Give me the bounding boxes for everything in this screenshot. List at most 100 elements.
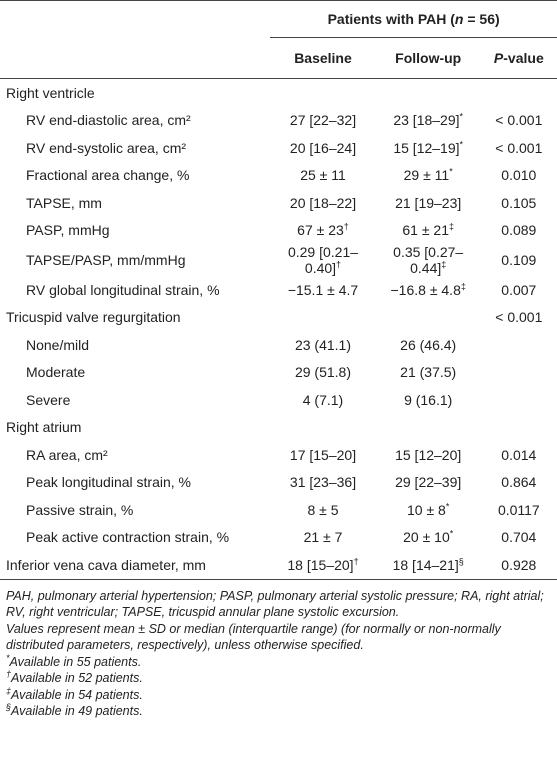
value-text: 61 ± 21 xyxy=(402,222,449,239)
value-cell: 23 (41.1) xyxy=(270,331,375,359)
value-text: 20 ± 10 xyxy=(403,529,450,546)
section-label: Right atrium xyxy=(6,419,82,436)
value-cell: 18 [15–20]† xyxy=(270,551,376,580)
p-value-cell: 0.864 xyxy=(481,469,557,497)
p-value: < 0.001 xyxy=(495,139,543,156)
value-cell: −15.1 ± 4.7 xyxy=(270,276,375,304)
value-cell: 15 [12–19]* xyxy=(376,134,481,162)
value-text: −15.1 ± 4.7 xyxy=(287,281,359,298)
value-cell: 20 ± 10* xyxy=(376,524,481,552)
p-value: 0.089 xyxy=(501,222,537,239)
p-value-cell: 0.928 xyxy=(480,551,557,580)
column-header: P-value xyxy=(480,37,557,79)
p-value: 0.007 xyxy=(501,281,537,298)
blank-cell xyxy=(0,1,270,38)
table-row: Fractional area change, % 25 ± 11 29 ± 11*… xyxy=(0,162,557,190)
footnote: §Available in 49 patients. xyxy=(6,701,553,720)
value-text: 15 [12–19] xyxy=(393,139,460,156)
footnote-mark: * xyxy=(449,528,454,539)
value-cell: 29 [22–39] xyxy=(376,469,481,497)
footnote-mark: § xyxy=(6,701,12,712)
footnote-mark: * xyxy=(449,166,453,177)
footnote: PAH, pulmonary arterial hypertension; PA… xyxy=(6,588,544,620)
header-row: Baseline Follow-up P-value xyxy=(0,37,557,79)
footnotes: PAH, pulmonary arterial hypertension; PA… xyxy=(0,580,557,720)
table-row: Peak active contraction strain, % 21 ± 7 2… xyxy=(0,524,557,552)
value-text: 4 (7.1) xyxy=(302,391,344,408)
row-label: Severe xyxy=(26,391,71,408)
p-value-cell: < 0.001 xyxy=(481,134,557,162)
group-italic: n xyxy=(454,11,464,27)
section-label: Right ventricle xyxy=(6,84,95,101)
value-text: 21 (37.5) xyxy=(400,364,457,381)
value-cell xyxy=(376,79,481,107)
table-row: Peak longitudinal strain, % 31 [23–36] 29 … xyxy=(0,469,557,497)
footnote-text: Available in 54 patients. xyxy=(11,687,143,702)
footnote-mark: § xyxy=(458,556,464,567)
footnote: Values represent mean ± SD or median (in… xyxy=(6,621,501,653)
p-value: 0.105 xyxy=(501,194,537,211)
value-text: 23 [18–29] xyxy=(393,112,460,129)
value-text: 29 ± 11 xyxy=(403,167,450,184)
value-cell: 29 ± 11* xyxy=(376,162,481,190)
table-row: Moderate 29 (51.8) 21 (37.5) xyxy=(0,359,557,387)
value-cell: 20 [16–24] xyxy=(270,134,375,162)
table-row: RV end-diastolic area, cm² 27 [22–32] 23 [… xyxy=(0,107,557,135)
value-cell: 18 [14–21]§ xyxy=(375,551,481,580)
value-text: 15 [12–20] xyxy=(395,446,462,463)
p-value-cell: 0.010 xyxy=(481,162,557,190)
p-value-cell xyxy=(481,331,557,359)
value-cell: 9 (16.1) xyxy=(376,386,481,414)
value-cell xyxy=(270,414,375,442)
footnote-mark: * xyxy=(459,111,464,122)
p-value-cell: 0.007 xyxy=(481,276,557,304)
value-text: 0.35 [0.27–0.44] xyxy=(393,244,464,276)
value-cell xyxy=(270,304,375,332)
table-row: RV global longitudinal strain, % −15.1 ± … xyxy=(0,276,557,304)
header-group-row: Patients with PAH (n = 56) xyxy=(0,0,557,38)
group-text: = 56) xyxy=(463,11,500,27)
footnote: ‡Available in 54 patients. xyxy=(6,685,553,704)
footnote-text: Available in 52 patients. xyxy=(11,671,143,685)
value-cell xyxy=(376,304,481,332)
p-value-cell xyxy=(481,414,557,442)
value-text: 21 ± 7 xyxy=(303,529,343,546)
table-row: None/mild 23 (41.1) 26 (46.4) xyxy=(0,331,557,359)
p-value-cell: < 0.001 xyxy=(481,107,557,135)
p-value: 0.014 xyxy=(501,446,537,463)
p-value: 0.928 xyxy=(501,556,537,573)
row-label: Passive strain, % xyxy=(26,501,134,518)
p-value-cell: 0.089 xyxy=(481,217,557,245)
results-table: Patients with PAH (n = 56) Baseline Foll… xyxy=(0,0,557,580)
p-value: 0.109 xyxy=(501,252,537,268)
table-row: TAPSE, mm 20 [18–22] 21 [19–23] 0.105 xyxy=(0,189,557,217)
value-cell xyxy=(270,79,375,107)
value-cell: 17 [15–20] xyxy=(270,441,375,469)
table-row: RA area, cm² 17 [15–20] 15 [12–20] 0.014 xyxy=(0,441,557,469)
group-header: Patients with PAH (n = 56) xyxy=(270,0,557,38)
p-value-cell xyxy=(481,386,557,414)
table-body: Right ventricle RV end-diastolic area, cm… xyxy=(0,79,557,580)
blank-cell xyxy=(0,37,271,79)
p-value-cell: < 0.001 xyxy=(481,304,557,332)
value-cell: 21 (37.5) xyxy=(376,359,481,387)
p-value-cell: 0.105 xyxy=(481,189,557,217)
pvalue-italic: P xyxy=(493,50,504,66)
footnote-mark: ‡ xyxy=(460,281,466,292)
value-cell: 31 [23–36] xyxy=(270,469,375,497)
footnote: †Available in 52 patients. xyxy=(6,669,553,687)
value-text: 9 (16.1) xyxy=(404,391,453,408)
row-label: Fractional area change, % xyxy=(26,167,190,184)
value-cell: 67 ± 23† xyxy=(270,217,375,245)
row-label: RV end-systolic area, cm² xyxy=(26,139,187,156)
value-text: 0.29 [0.21–0.40] xyxy=(287,244,359,276)
table-row: TAPSE/PASP, mm/mmHg 0.29 [0.21–0.40]† 0.35… xyxy=(0,244,557,276)
row-label: RV global longitudinal strain, % xyxy=(26,281,220,298)
footnote-mark: † xyxy=(353,556,359,567)
footnote-mark: ‡ xyxy=(6,685,12,696)
value-cell: 21 ± 7 xyxy=(270,524,375,552)
value-text: 8 ± 5 xyxy=(307,501,339,518)
value-text: 25 ± 11 xyxy=(300,167,346,184)
value-text: 18 [15–20] xyxy=(287,556,354,573)
value-text: 21 [19–23] xyxy=(395,194,462,211)
